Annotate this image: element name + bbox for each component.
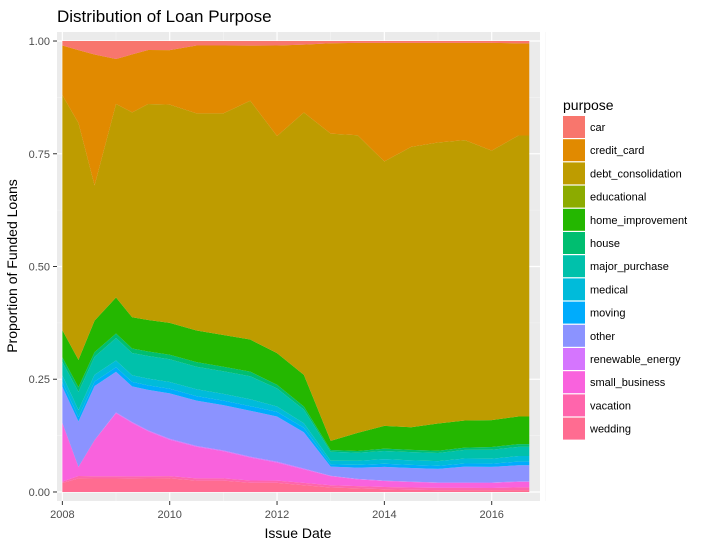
area-car [62,41,530,60]
legend-swatch-other [563,324,585,347]
legend-swatch-vacation [563,394,585,417]
area-debt-consolidation [62,95,530,441]
legend-label-wedding: wedding [589,424,631,436]
legend-swatch-renewable-energy [563,348,585,370]
legend-label-debt-consolidation: debt_consolidation [590,168,682,180]
legend-swatch-educational [563,185,585,208]
x-axis: 2008 2010 2012 2014 2016 [50,501,504,521]
legend-label-credit-card: credit_card [590,145,644,157]
legend-label-vacation: vacation [590,400,631,412]
y-tick-label: 0.75 [29,149,50,161]
legend-label-house: house [590,238,620,250]
legend-items: car credit_card debt_consolidation educatio… [563,116,687,440]
area-wedding [62,478,530,492]
legend-swatch-small-business [563,371,585,394]
y-tick-label: 1.00 [29,36,50,48]
area-small-business [62,413,530,488]
x-tick-label: 2014 [372,509,396,521]
legend: purpose car credit_card debt_consolidation… [563,97,687,440]
stacked-areas [62,41,530,492]
area-moving [62,367,530,469]
legend-label-home-improvement: home_improvement [590,215,687,227]
legend-swatch-debt-consolidation [563,162,585,185]
x-tick-label: 2008 [50,509,74,521]
legend-label-major-purchase: major_purchase [590,261,669,273]
y-axis-title: Proportion of Funded Loans [4,179,20,353]
area-credit-card [62,42,530,186]
legend-swatch-major-purchase [563,255,585,278]
legend-swatch-wedding [563,417,585,440]
x-tick-label: 2012 [265,509,289,521]
chart-title: Distribution of Loan Purpose [57,7,272,26]
legend-swatch-house [563,232,585,254]
legend-label-car: car [590,122,606,134]
x-tick-label: 2010 [157,509,181,521]
legend-label-small-business: small_business [590,377,666,389]
legend-label-other: other [590,331,615,343]
legend-label-moving: moving [590,308,625,320]
x-tick-label: 2016 [479,509,503,521]
area-home-improvement [62,297,530,451]
y-tick-label: 0.00 [29,487,50,499]
area-major-purchase [62,338,530,462]
legend-title: purpose [563,97,614,113]
legend-label-medical: medical [590,284,628,296]
legend-swatch-car [563,116,585,138]
area-vacation [62,476,530,491]
legend-label-renewable-energy: renewable_energy [590,354,681,366]
legend-swatch-moving [563,301,585,324]
legend-swatch-home-improvement [563,208,585,231]
legend-label-educational: educational [590,192,646,204]
legend-swatch-medical [563,278,585,301]
legend-swatch-credit-card [563,139,585,162]
y-tick-label: 0.50 [29,262,50,274]
area-medical [62,360,530,466]
y-axis: 0.00 0.25 0.50 0.75 1.00 [29,36,57,499]
y-tick-label: 0.25 [29,374,50,386]
x-axis-title: Issue Date [265,525,332,541]
area-other [62,371,530,483]
